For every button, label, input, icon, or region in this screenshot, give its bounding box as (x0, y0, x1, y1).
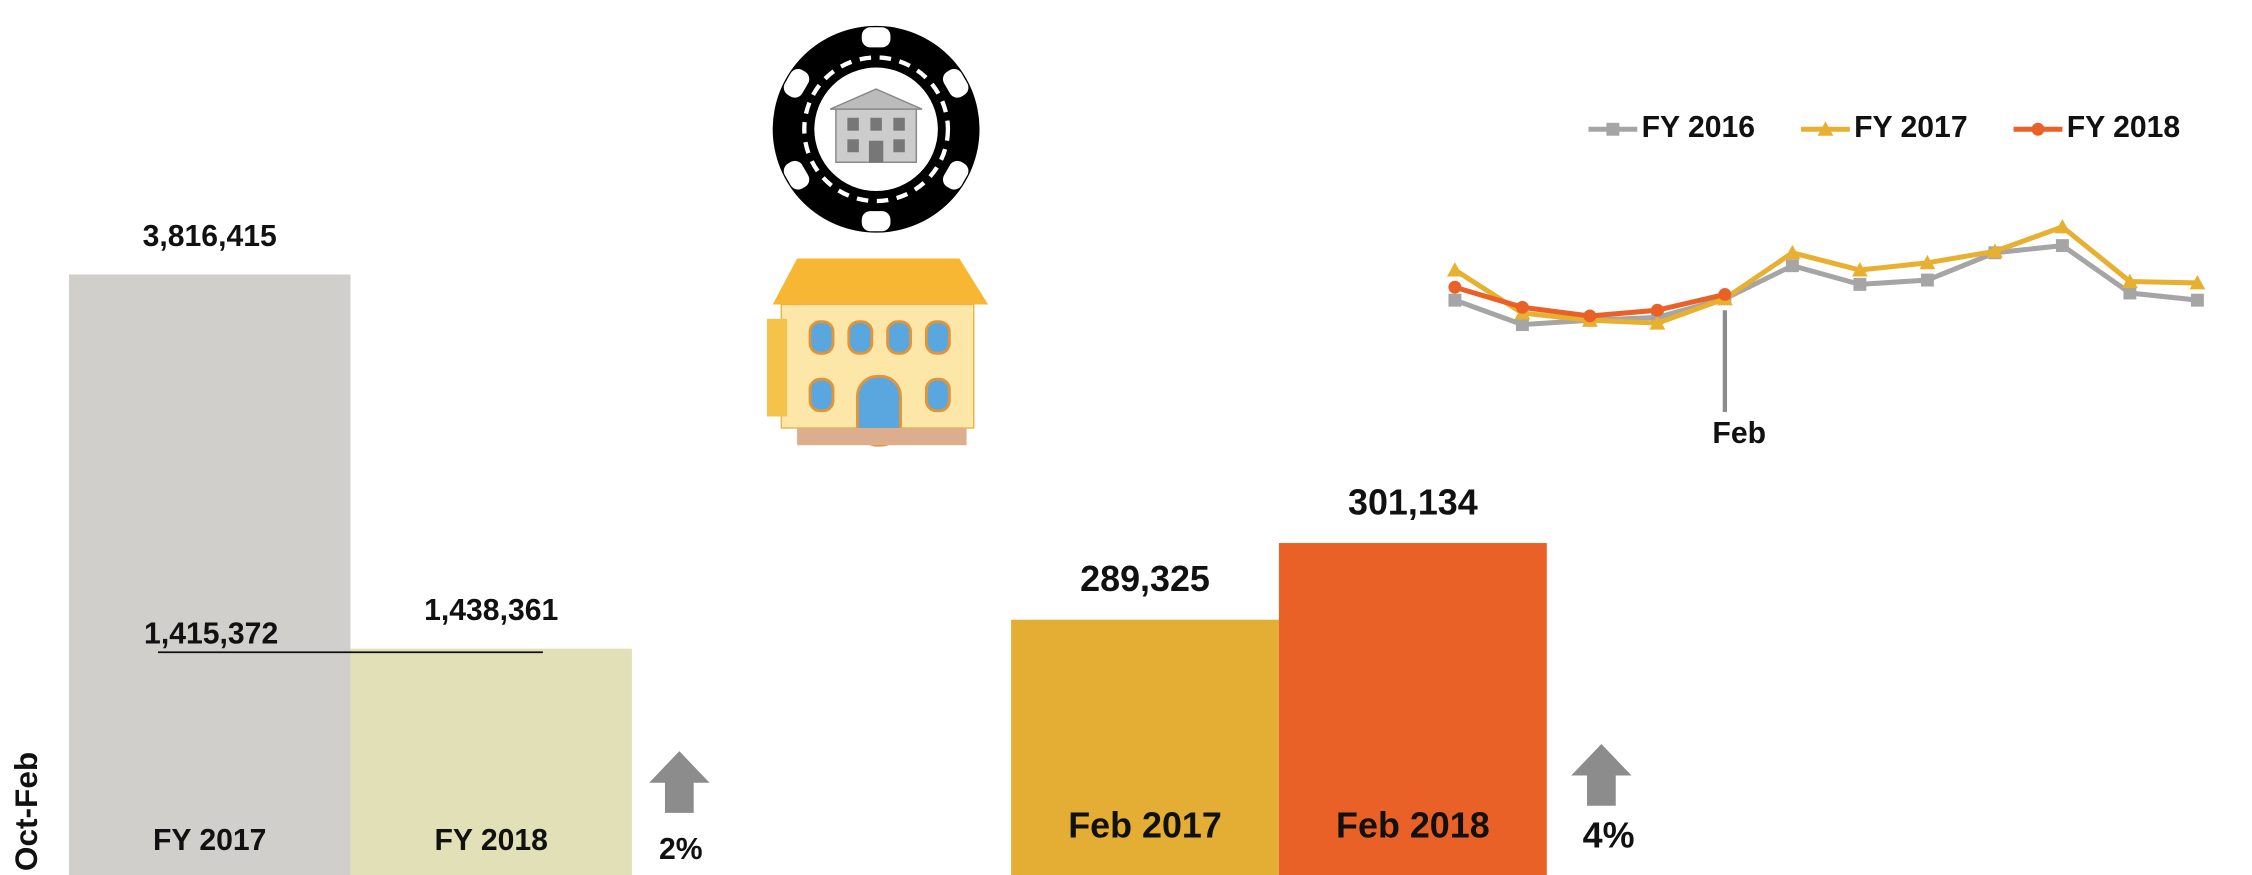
value-label: 301,134 (1348, 482, 1478, 522)
category-label: FY 2017 (153, 824, 266, 857)
point (2191, 294, 2204, 307)
value-label: 1,438,361 (424, 594, 558, 627)
x-tick-label: Feb (1712, 417, 1766, 450)
dashboard: Oct-Feb 3,816,415 FY 2017 1,438,361 FY 2018… (0, 0, 2252, 875)
point (2056, 239, 2069, 252)
change-arrow (1571, 744, 1631, 806)
category-label: Feb 2017 (1068, 805, 1222, 845)
page: {"chart_data": [ {"type": "bar", "period… (0, 0, 2252, 875)
point (1516, 301, 1529, 314)
casino-icon (773, 26, 980, 233)
point (1786, 259, 1799, 272)
reference-label: 1,415,372 (144, 618, 278, 651)
point (2123, 287, 2136, 300)
change-arrow (649, 751, 709, 813)
point (1921, 274, 1934, 287)
value-label: 289,325 (1080, 559, 1210, 599)
category-label: Feb 2018 (1336, 805, 1490, 845)
point (1516, 318, 1529, 331)
point (1651, 304, 1664, 317)
point (1448, 294, 1461, 307)
value-label: 3,816,415 (143, 220, 277, 253)
legend-marker (2032, 123, 2045, 136)
period-label: Oct-Feb (8, 752, 44, 871)
point (2054, 219, 2070, 233)
hotel-icon (767, 259, 988, 446)
legend-label: FY 2018 (2067, 111, 2180, 144)
point (1447, 262, 1463, 276)
legend-marker (1606, 123, 1619, 136)
change-label: 2% (659, 833, 703, 866)
change-label: 4% (1583, 815, 1635, 855)
legend-label: FY 2016 (1642, 111, 1755, 144)
bar (69, 274, 350, 875)
point (1583, 309, 1596, 322)
category-label: FY 2018 (434, 824, 547, 857)
point (1853, 278, 1866, 291)
point (1448, 281, 1461, 294)
point (1718, 288, 1731, 301)
legend-label: FY 2017 (1854, 111, 1967, 144)
